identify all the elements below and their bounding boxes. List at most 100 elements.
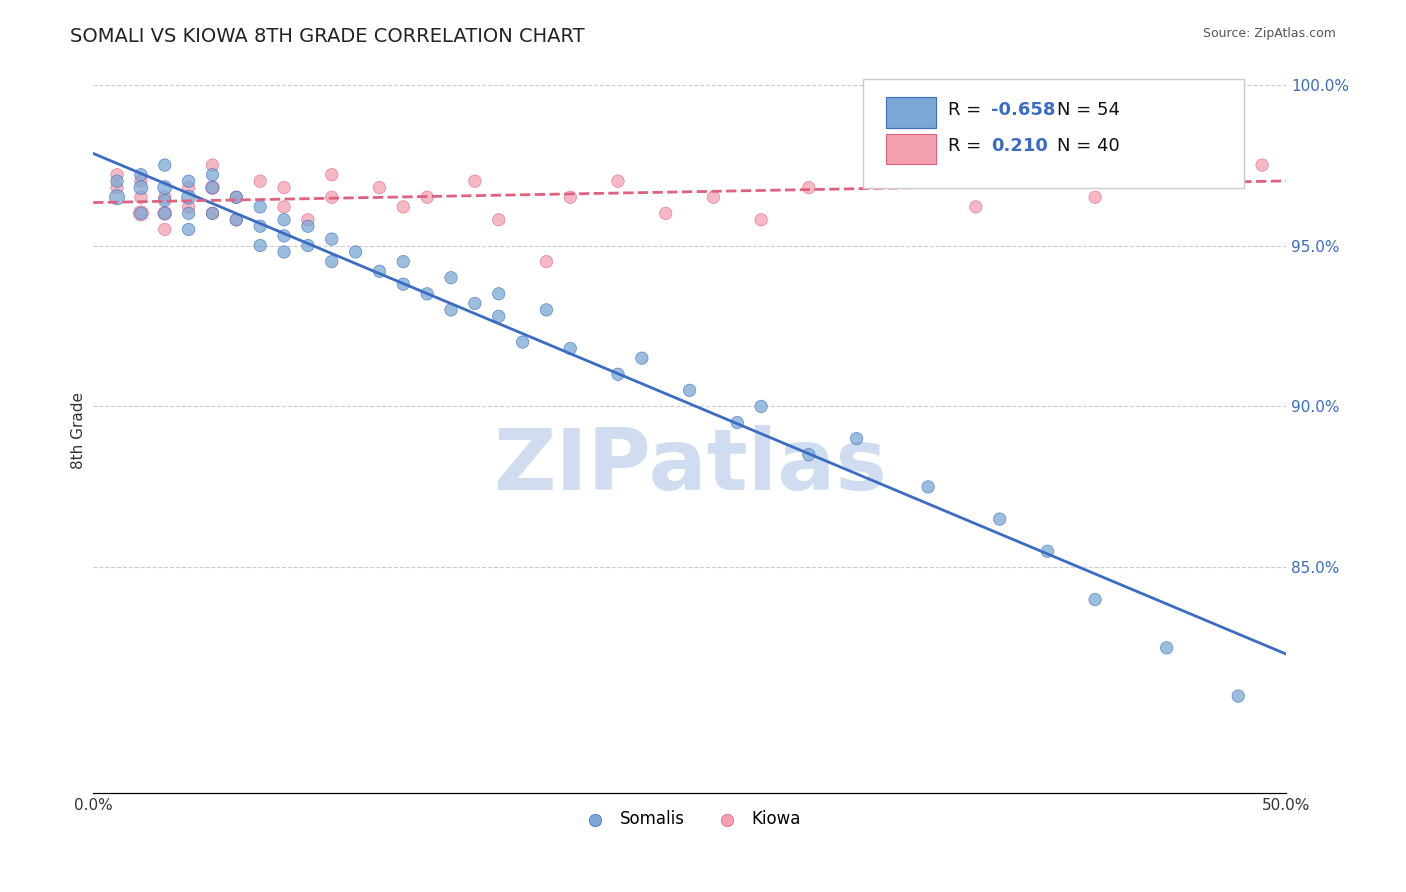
- Point: [297, 219, 319, 234]
- Point: [488, 286, 510, 301]
- Point: [129, 180, 152, 194]
- Point: [965, 200, 987, 214]
- Point: [1084, 190, 1107, 204]
- Point: [1227, 689, 1250, 703]
- Point: [440, 302, 463, 317]
- Point: [1036, 544, 1059, 558]
- Point: [297, 238, 319, 252]
- Point: [1251, 158, 1274, 172]
- Point: [797, 448, 820, 462]
- Point: [177, 200, 200, 214]
- Point: [917, 168, 939, 182]
- Point: [249, 219, 271, 234]
- Point: [1156, 148, 1178, 162]
- Point: [464, 174, 486, 188]
- Text: R =: R =: [949, 137, 987, 155]
- Point: [1204, 174, 1226, 188]
- Point: [273, 180, 295, 194]
- Point: [845, 432, 868, 446]
- Point: [129, 174, 152, 188]
- Point: [177, 206, 200, 220]
- Point: [321, 190, 343, 204]
- Point: [105, 168, 128, 182]
- Point: [153, 158, 176, 172]
- Point: [225, 190, 247, 204]
- Point: [105, 190, 128, 204]
- Point: [797, 180, 820, 194]
- Point: [249, 174, 271, 188]
- Point: [273, 228, 295, 243]
- Text: SOMALI VS KIOWA 8TH GRADE CORRELATION CHART: SOMALI VS KIOWA 8TH GRADE CORRELATION CH…: [70, 27, 585, 45]
- Point: [201, 206, 224, 220]
- Legend: Somalis, Kiowa: Somalis, Kiowa: [572, 804, 807, 835]
- Point: [678, 384, 700, 398]
- Point: [153, 206, 176, 220]
- Point: [153, 180, 176, 194]
- Point: [988, 512, 1011, 526]
- Point: [249, 200, 271, 214]
- Point: [416, 190, 439, 204]
- Point: [488, 310, 510, 324]
- Point: [321, 168, 343, 182]
- Point: [177, 222, 200, 236]
- Text: N = 40: N = 40: [1057, 137, 1119, 155]
- Point: [392, 277, 415, 292]
- Point: [201, 158, 224, 172]
- FancyBboxPatch shape: [886, 134, 936, 164]
- Point: [749, 212, 772, 227]
- FancyBboxPatch shape: [886, 97, 936, 128]
- Point: [273, 244, 295, 259]
- Point: [129, 206, 152, 220]
- Point: [1084, 592, 1107, 607]
- Point: [488, 212, 510, 227]
- Point: [273, 200, 295, 214]
- Point: [105, 174, 128, 188]
- Point: [607, 174, 630, 188]
- Point: [321, 254, 343, 268]
- Point: [201, 180, 224, 194]
- Point: [392, 254, 415, 268]
- Text: R =: R =: [949, 101, 987, 119]
- Point: [512, 334, 534, 349]
- Point: [416, 286, 439, 301]
- Point: [177, 190, 200, 204]
- Point: [392, 200, 415, 214]
- Point: [560, 342, 582, 356]
- Point: [560, 190, 582, 204]
- Point: [225, 212, 247, 227]
- Text: 0.210: 0.210: [991, 137, 1049, 155]
- Text: ZIPatlas: ZIPatlas: [492, 425, 886, 508]
- Point: [607, 368, 630, 382]
- Point: [177, 180, 200, 194]
- Point: [225, 212, 247, 227]
- Point: [105, 180, 128, 194]
- Point: [225, 190, 247, 204]
- Point: [654, 206, 676, 220]
- Point: [201, 180, 224, 194]
- Point: [702, 190, 724, 204]
- Point: [440, 270, 463, 285]
- Point: [1156, 640, 1178, 655]
- Point: [536, 302, 558, 317]
- Point: [177, 174, 200, 188]
- Text: Source: ZipAtlas.com: Source: ZipAtlas.com: [1202, 27, 1336, 40]
- Point: [153, 222, 176, 236]
- Point: [129, 190, 152, 204]
- Point: [273, 212, 295, 227]
- Point: [368, 180, 391, 194]
- Point: [368, 264, 391, 278]
- Point: [153, 190, 176, 204]
- FancyBboxPatch shape: [862, 79, 1244, 188]
- Text: N = 54: N = 54: [1057, 101, 1121, 119]
- Point: [129, 206, 152, 220]
- Point: [631, 351, 654, 366]
- Point: [153, 194, 176, 208]
- Point: [129, 168, 152, 182]
- Point: [201, 168, 224, 182]
- Point: [201, 206, 224, 220]
- Point: [249, 238, 271, 252]
- Point: [1036, 148, 1059, 162]
- Point: [153, 206, 176, 220]
- Point: [464, 296, 486, 310]
- Y-axis label: 8th Grade: 8th Grade: [72, 392, 86, 469]
